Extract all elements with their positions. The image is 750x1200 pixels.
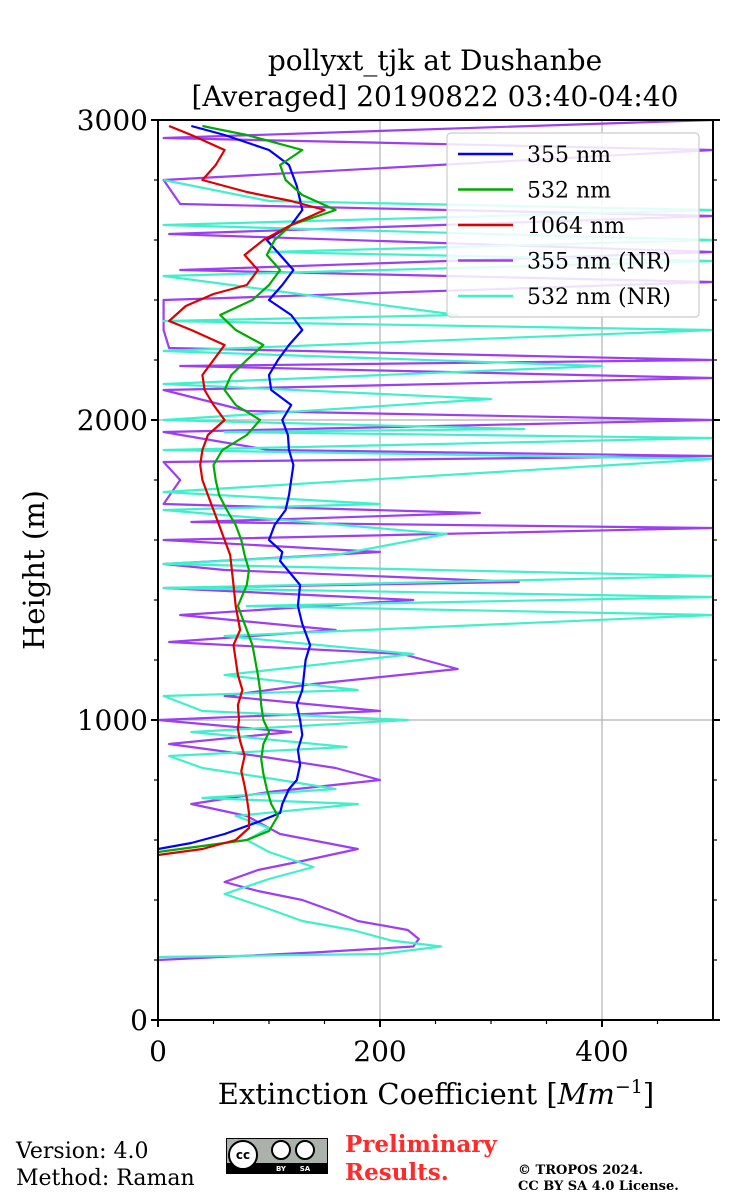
copyright-notice: © TROPOS 2024. CC BY SA 4.0 License. [518,1163,679,1195]
x-axis-label: Extinction Coefficient [Mm−1] [218,1076,654,1111]
legend-box [446,132,700,318]
legend-label-4: 532 nm (NR) [527,285,671,310]
x-tick-label-400: 400 [575,1035,628,1068]
y-axis-label: Height (m) [17,490,51,650]
cc-circle-icon [228,1140,258,1170]
copyright-line1: © TROPOS 2024. [518,1163,644,1178]
sa-text: SA [300,1165,311,1173]
cc-by-sa-license-icon: cc BY SA [226,1138,328,1174]
series-group [158,120,713,962]
x-axis-label-close: ] [643,1077,654,1111]
preliminary-notice: Preliminary Results. [345,1131,497,1187]
series-line-0 [158,124,312,851]
x-axis-label-unit: Mm [557,1077,615,1111]
by-text: BY [276,1165,287,1173]
series-line-4 [158,178,713,959]
legend: 355 nm 532 nm 1064 nm 355 nm (NR) 532 nm (NR… [446,132,700,318]
footer-info: Version: 4.0 Method: Raman [16,1138,195,1192]
method-text: Method: Raman [16,1166,195,1191]
preliminary-line1: Preliminary [345,1131,497,1158]
sa-share-icon [295,1140,315,1160]
x-axis-label-main: Extinction Coefficient [ [218,1077,558,1111]
x-tick-label-0: 0 [149,1035,167,1068]
legend-label-3: 355 nm (NR) [527,250,671,275]
axis-ticks: 0 200 400 0 1000 2000 3000 [77,104,720,1068]
version-text: Version: 4.0 [16,1139,149,1164]
y-tick-label-3000: 3000 [77,104,148,137]
y-tick-label-2000: 2000 [77,404,148,437]
y-tick-label-0: 0 [130,1004,148,1037]
series-line-2 [158,124,326,857]
legend-label-0: 355 nm [527,143,611,168]
x-axis-label-exponent: −1 [615,1076,643,1098]
by-person-icon [271,1140,291,1160]
legend-label-1: 532 nm [527,179,611,204]
chart-title-line1: pollyxt_tjk at Dushanbe [268,44,602,77]
cc-circle-text: cc [236,1148,250,1162]
extinction-chart: pollyxt_tjk at Dushanbe [Averaged] 20190… [17,44,720,1111]
copyright-line2: CC BY SA 4.0 License. [518,1179,679,1194]
preliminary-line2: Results. [345,1159,449,1186]
series-line-1 [158,124,337,854]
y-tick-label-1000: 1000 [77,704,148,737]
legend-label-2: 1064 nm [527,214,625,239]
x-tick-label-200: 200 [353,1035,406,1068]
chart-title-line2: [Averaged] 20190822 03:40-04:40 [192,80,679,113]
